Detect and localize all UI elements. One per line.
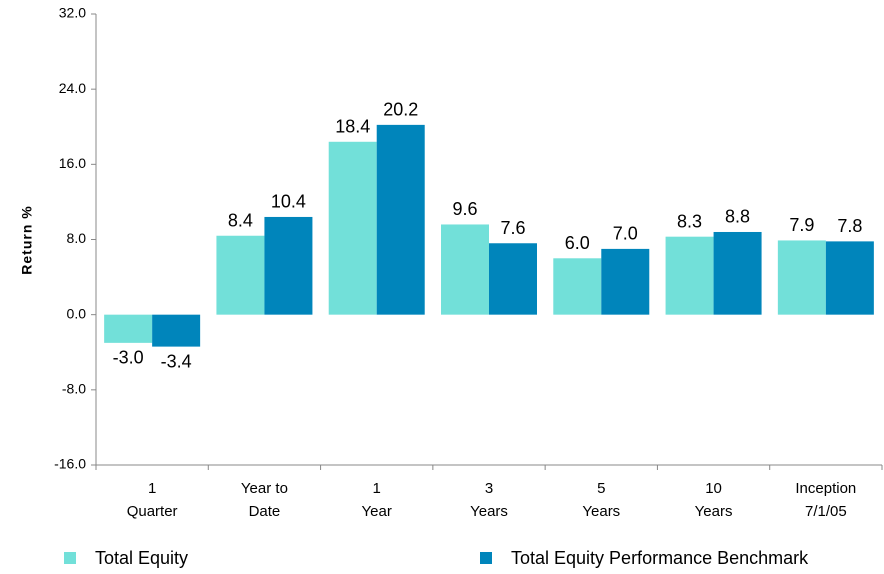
bar — [376, 124, 425, 315]
value-label: 7.9 — [789, 215, 814, 235]
y-tick-label: 0.0 — [67, 305, 87, 321]
y-tick-label: -16.0 — [54, 456, 86, 472]
value-label: 8.3 — [677, 211, 702, 231]
value-label: 8.8 — [725, 207, 750, 227]
y-tick-label: -8.0 — [62, 381, 86, 397]
bar — [601, 248, 650, 315]
bar — [665, 236, 714, 315]
x-tick-label: 5 Years — [582, 480, 621, 520]
y-tick-label: 24.0 — [59, 80, 86, 96]
y-axis-label: Return % — [19, 205, 35, 274]
value-label: 7.0 — [613, 224, 638, 244]
bar — [553, 258, 602, 315]
bar — [216, 235, 265, 315]
bar — [152, 314, 201, 347]
legend-label: Total Equity — [95, 548, 188, 568]
value-label: 7.6 — [500, 218, 525, 238]
x-tick-label: Year to Date — [240, 480, 288, 520]
value-label: 7.8 — [837, 216, 862, 236]
value-label: -3.4 — [161, 351, 192, 371]
x-tick-label: 10 Years — [694, 480, 733, 520]
value-label: 6.0 — [565, 233, 590, 253]
value-label: 18.4 — [335, 117, 370, 137]
y-tick-label: 8.0 — [67, 230, 87, 246]
bar — [489, 243, 537, 315]
legend-swatch — [480, 552, 492, 564]
legend-swatch — [64, 552, 76, 564]
bar — [825, 241, 874, 315]
value-label: 20.2 — [383, 100, 418, 120]
y-tick-label: 16.0 — [59, 155, 86, 171]
value-label: 10.4 — [271, 192, 306, 212]
x-tick-label: 1 Year — [361, 480, 392, 520]
bar — [264, 216, 313, 315]
x-tick-label: 1 Quarter — [126, 480, 178, 520]
x-tick-label: 3 Years — [470, 480, 508, 520]
value-label: 8.4 — [228, 210, 253, 230]
bar — [104, 314, 153, 343]
value-label: 9.6 — [452, 199, 477, 219]
legend-label: Total Equity Performance Benchmark — [511, 548, 809, 568]
bar — [777, 240, 826, 315]
bar — [328, 141, 377, 315]
y-tick-label: 32.0 — [59, 5, 86, 21]
bar — [713, 231, 762, 315]
x-tick-label: Inception 7/1/05 — [795, 480, 857, 520]
bar — [441, 224, 489, 315]
value-label: -3.0 — [113, 348, 144, 368]
